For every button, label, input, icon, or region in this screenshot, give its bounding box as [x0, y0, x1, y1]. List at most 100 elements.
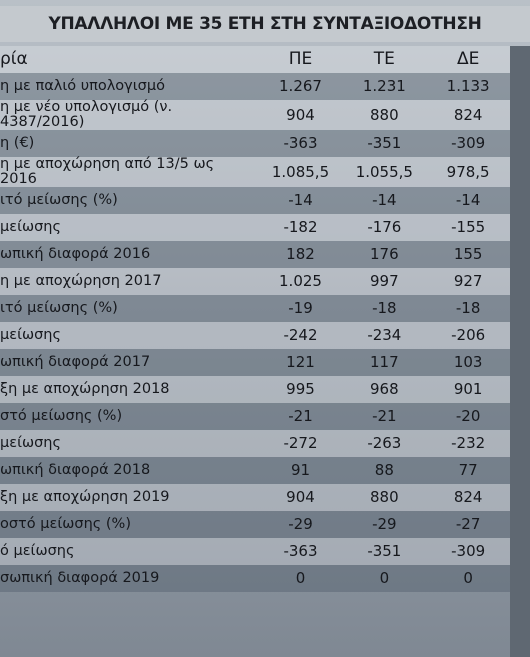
value-cell: 91 — [258, 457, 343, 484]
row-label: ιτό μείωσης (%) — [0, 187, 259, 214]
value-cell: -206 — [426, 322, 510, 349]
value-cell: -242 — [258, 322, 343, 349]
value-cell: 927 — [426, 268, 510, 295]
value-cell: -14 — [258, 187, 343, 214]
table-row: η με παλιό υπολογισμό 1.267 1.231 1.133 — [0, 73, 510, 100]
table-row: μείωσης -272 -263 -232 — [0, 430, 510, 457]
data-table: ρία ΠΕ ΤΕ ΔΕ η με παλιό υπολογισμό 1.267 1.231… — [0, 46, 510, 592]
table-row: ιτό μείωσης (%) -14 -14 -14 — [0, 187, 510, 214]
value-cell: 176 — [342, 241, 427, 268]
value-cell: -27 — [426, 511, 510, 538]
row-label: μείωσης — [0, 322, 259, 349]
header-cell: ΤΕ — [342, 46, 427, 73]
value-cell: 117 — [342, 349, 427, 376]
value-cell: -363 — [258, 130, 343, 157]
value-cell: -29 — [258, 511, 343, 538]
row-label: ωπική διαφορά 2018 — [0, 457, 259, 484]
value-cell: 1.055,5 — [342, 157, 427, 187]
value-cell: 1.025 — [258, 268, 343, 295]
table-row: ξη με αποχώρηση 2019 904 880 824 — [0, 484, 510, 511]
value-cell: 121 — [258, 349, 343, 376]
value-cell: -21 — [342, 403, 427, 430]
value-cell: 880 — [342, 100, 427, 130]
table-row: οστό μείωσης (%) -29 -29 -27 — [0, 511, 510, 538]
value-cell: -29 — [342, 511, 427, 538]
value-cell: 1.267 — [258, 73, 343, 100]
value-cell: -18 — [426, 295, 510, 322]
value-cell: 904 — [258, 484, 343, 511]
row-label: η με νέο υπολογισμό (ν. 4387/2016) — [0, 100, 259, 130]
page-edge — [510, 46, 530, 657]
value-cell: -155 — [426, 214, 510, 241]
value-cell: 997 — [342, 268, 427, 295]
value-cell: -14 — [426, 187, 510, 214]
value-cell: 0 — [258, 565, 343, 592]
table-row: μείωσης -182 -176 -155 — [0, 214, 510, 241]
table-row: στό μείωσης (%) -21 -21 -20 — [0, 403, 510, 430]
value-cell: -309 — [426, 130, 510, 157]
row-label: ιτό μείωσης (%) — [0, 295, 259, 322]
value-cell: 968 — [342, 376, 427, 403]
row-label: μείωσης — [0, 214, 259, 241]
table-row: η (€) -363 -351 -309 — [0, 130, 510, 157]
row-label: η με αποχώρηση από 13/5 ως 2016 — [0, 157, 259, 187]
row-label: ξη με αποχώρηση 2018 — [0, 376, 259, 403]
row-label: ό μείωσης — [0, 538, 259, 565]
value-cell: -263 — [342, 430, 427, 457]
value-cell: 0 — [342, 565, 427, 592]
header-cell: ρία — [0, 46, 259, 73]
table-row: μείωσης -242 -234 -206 — [0, 322, 510, 349]
value-cell: 904 — [258, 100, 343, 130]
value-cell: 88 — [342, 457, 427, 484]
table-row: η με αποχώρηση από 13/5 ως 2016 1.085,5 1.… — [0, 157, 510, 187]
value-cell: 155 — [426, 241, 510, 268]
value-cell: 103 — [426, 349, 510, 376]
value-cell: -182 — [258, 214, 343, 241]
row-label: ωπική διαφορά 2016 — [0, 241, 259, 268]
value-cell: 1.231 — [342, 73, 427, 100]
value-cell: -232 — [426, 430, 510, 457]
value-cell: 880 — [342, 484, 427, 511]
value-cell: -176 — [342, 214, 427, 241]
row-label: σωπική διαφορά 2019 — [0, 565, 259, 592]
row-label: η με αποχώρηση 2017 — [0, 268, 259, 295]
row-label: η (€) — [0, 130, 259, 157]
value-cell: 824 — [426, 100, 510, 130]
value-cell: 978,5 — [426, 157, 510, 187]
table-row: ωπική διαφορά 2018 91 88 77 — [0, 457, 510, 484]
row-label: μείωσης — [0, 430, 259, 457]
value-cell: -14 — [342, 187, 427, 214]
table-row: ωπική διαφορά 2017 121 117 103 — [0, 349, 510, 376]
value-cell: -20 — [426, 403, 510, 430]
table-title: ΥΠΑΛΛΗΛΟΙ ΜΕ 35 ΕΤΗ ΣΤΗ ΣΥΝΤΑΞΙΟΔΟΤΗΣΗ — [0, 6, 530, 42]
value-cell: 1.133 — [426, 73, 510, 100]
value-cell: -351 — [342, 538, 427, 565]
header-row: ρία ΠΕ ΤΕ ΔΕ — [0, 46, 510, 73]
table-row: η με αποχώρηση 2017 1.025 997 927 — [0, 268, 510, 295]
header-cell: ΠΕ — [258, 46, 343, 73]
value-cell: -234 — [342, 322, 427, 349]
table-row: ό μείωσης -363 -351 -309 — [0, 538, 510, 565]
value-cell: -363 — [258, 538, 343, 565]
row-label: οστό μείωσης (%) — [0, 511, 259, 538]
value-cell: 995 — [258, 376, 343, 403]
header-cell: ΔΕ — [426, 46, 510, 73]
value-cell: -18 — [342, 295, 427, 322]
table-row: η με νέο υπολογισμό (ν. 4387/2016) 904 880… — [0, 100, 510, 130]
value-cell: -19 — [258, 295, 343, 322]
row-label: ξη με αποχώρηση 2019 — [0, 484, 259, 511]
table-row: ιτό μείωσης (%) -19 -18 -18 — [0, 295, 510, 322]
table-row: ξη με αποχώρηση 2018 995 968 901 — [0, 376, 510, 403]
row-label: ωπική διαφορά 2017 — [0, 349, 259, 376]
value-cell: 77 — [426, 457, 510, 484]
table-row: ωπική διαφορά 2016 182 176 155 — [0, 241, 510, 268]
value-cell: 824 — [426, 484, 510, 511]
value-cell: 901 — [426, 376, 510, 403]
row-label: στό μείωσης (%) — [0, 403, 259, 430]
row-label: η με παλιό υπολογισμό — [0, 73, 259, 100]
value-cell: 1.085,5 — [258, 157, 343, 187]
value-cell: 182 — [258, 241, 343, 268]
value-cell: -309 — [426, 538, 510, 565]
value-cell: -21 — [258, 403, 343, 430]
